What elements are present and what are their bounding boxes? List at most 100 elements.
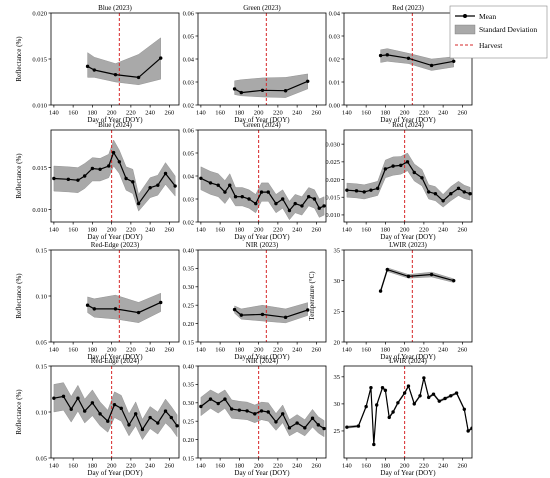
y-tick-label: 0.03 xyxy=(183,79,194,86)
mean-point xyxy=(260,88,265,92)
mean-point xyxy=(148,415,152,420)
plot-area xyxy=(199,366,326,458)
mean-point xyxy=(245,409,249,413)
mean-point xyxy=(287,426,292,430)
y-tick-label: 0.020 xyxy=(325,177,340,184)
mean-point xyxy=(443,396,447,401)
y-tick-label: 0.35 xyxy=(183,266,194,273)
x-tick-label: 160 xyxy=(361,347,371,354)
mean-point xyxy=(283,315,288,320)
panel: 140 160 180 200 220 240 260 0.010 0.015 0.020 Blue… xyxy=(15,4,180,124)
mean-point xyxy=(412,402,416,406)
panel: 140 160 180 200 220 240 260 0.05 0.10 0.15 Red-Edg… xyxy=(15,241,180,361)
x-tick-label: 220 xyxy=(126,110,136,117)
plot-area xyxy=(199,130,326,222)
std-band xyxy=(53,382,178,440)
mean-point xyxy=(310,416,315,420)
y-tick-label: 0.20 xyxy=(183,437,194,444)
mean-point xyxy=(372,442,376,447)
y-tick-label: 0.030 xyxy=(325,141,340,148)
mean-point xyxy=(199,404,203,409)
mean-point xyxy=(69,407,73,411)
y-tick-label: 0.010 xyxy=(32,207,47,214)
x-tick-label: 240 xyxy=(292,110,302,117)
x-tick-label: 160 xyxy=(68,463,78,470)
x-tick-label: 200 xyxy=(107,463,117,470)
x-tick-label: 180 xyxy=(381,227,391,234)
y-tick-label: 0.05 xyxy=(183,33,194,40)
y-tick-label: 0.40 xyxy=(183,363,194,370)
x-tick-label: 180 xyxy=(381,463,391,470)
mean-point xyxy=(383,388,388,393)
x-tick-label: 200 xyxy=(254,347,264,354)
panel: 140 160 180 200 220 240 260 0.02 0.03 0.04 0.05 0.0… xyxy=(183,4,327,124)
x-tick-label: 220 xyxy=(126,347,136,354)
y-tick-label: 0.00 xyxy=(329,102,340,109)
x-tick-label: 160 xyxy=(68,347,78,354)
mean-point xyxy=(66,177,71,182)
mean-point xyxy=(449,394,453,398)
x-axis-label: Day of Year (DOY) xyxy=(234,353,290,361)
mean-point xyxy=(462,407,467,411)
mean-point xyxy=(454,391,459,395)
y-tick-label: 0.06 xyxy=(183,127,195,134)
y-tick-label: 35 xyxy=(334,247,341,254)
panel-title: Red-Edge (2023) xyxy=(91,241,140,249)
mean-point xyxy=(229,407,234,411)
mean-point xyxy=(420,176,424,180)
mean-point xyxy=(375,403,379,407)
panel: 140 160 180 200 220 240 260 0.010 0.015 Blue (202… xyxy=(15,121,180,241)
x-tick-label: 140 xyxy=(342,227,352,234)
x-tick-label: 140 xyxy=(49,463,59,470)
std-band xyxy=(346,152,471,208)
mean-point xyxy=(426,395,431,400)
x-tick-label: 220 xyxy=(273,347,283,354)
mean-point xyxy=(133,412,138,416)
x-axis-label: Day of Year (DOY) xyxy=(87,233,143,241)
x-tick-label: 260 xyxy=(312,463,322,470)
mean-point xyxy=(452,59,456,63)
mean-point xyxy=(322,426,326,431)
legend-std-label: Standard Deviation xyxy=(479,25,537,34)
mean-point xyxy=(345,425,349,429)
panel: 140 160 180 200 220 240 260 25 30 35 LWIR (2024) Da… xyxy=(334,357,473,477)
mean-point xyxy=(385,53,390,57)
x-tick-label: 160 xyxy=(68,110,78,117)
x-tick-label: 220 xyxy=(273,227,283,234)
plot-area xyxy=(52,130,177,222)
mean-point xyxy=(466,429,470,433)
y-tick-label: 0.25 xyxy=(183,303,194,310)
y-tick-label: 0.05 xyxy=(36,339,47,346)
mean-point xyxy=(345,188,349,192)
x-tick-label: 180 xyxy=(235,463,245,470)
mean-point xyxy=(316,423,321,427)
x-tick-label: 160 xyxy=(68,227,78,234)
plot-area xyxy=(378,250,456,342)
mean-point xyxy=(119,406,123,411)
x-tick-label: 140 xyxy=(342,347,352,354)
mean-point xyxy=(418,394,422,398)
y-axis-label: Reflectance (%) xyxy=(15,273,23,319)
mean-point xyxy=(306,308,310,312)
mean-point xyxy=(375,186,380,191)
x-tick-label: 200 xyxy=(254,227,264,234)
x-tick-label: 200 xyxy=(254,463,264,470)
panel-title: Green (2023) xyxy=(243,4,281,12)
mean-point xyxy=(127,423,131,427)
x-tick-label: 240 xyxy=(438,110,448,117)
y-tick-label: 35 xyxy=(334,374,341,381)
std-band xyxy=(234,302,308,324)
mean-point xyxy=(223,190,227,194)
legend-mean-label: Mean xyxy=(479,12,496,21)
mean-point xyxy=(98,167,102,172)
mean-point xyxy=(429,272,434,277)
x-tick-label: 140 xyxy=(49,227,59,234)
y-axis-label: Temperature (°C) xyxy=(308,271,316,321)
mean-point xyxy=(239,313,244,317)
mean-point xyxy=(259,409,264,413)
x-tick-label: 140 xyxy=(49,110,59,117)
mean-point xyxy=(90,166,95,171)
x-tick-label: 220 xyxy=(126,227,136,234)
x-tick-label: 220 xyxy=(419,347,429,354)
